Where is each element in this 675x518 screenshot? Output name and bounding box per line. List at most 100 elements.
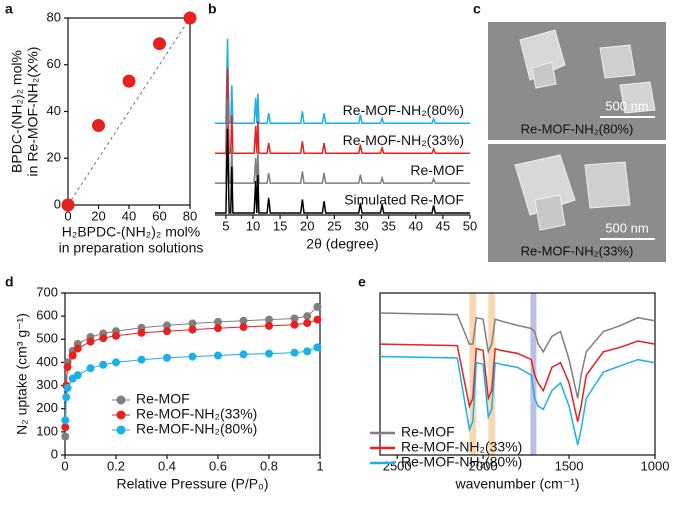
panel-label: a — [5, 1, 13, 17]
image-caption: Re-MOF-NH₂(33%) — [521, 243, 634, 258]
series-line — [215, 98, 470, 184]
highlight-band — [530, 293, 537, 455]
x-tick-label: 50 — [463, 218, 477, 233]
x-tick-label: 10 — [246, 218, 260, 233]
x-tick-label: 35 — [381, 218, 395, 233]
y-axis-label: BPDC-(NH₂)₂ mol% — [9, 50, 25, 173]
panel-label: d — [5, 274, 14, 290]
point — [112, 358, 120, 367]
x-tick-label: 0 — [64, 208, 71, 223]
legend-label: Re-MOF-NH₂(33%) — [401, 439, 522, 455]
crystal — [584, 161, 631, 209]
x-axis-label: H₂BPDC-(NH₂)₂ mol% — [62, 224, 200, 240]
point — [61, 198, 75, 212]
x-tick-label: 0.2 — [107, 458, 125, 473]
x-tick-label: 0.6 — [209, 458, 227, 473]
crystal — [599, 44, 636, 79]
x-tick-label: 45 — [436, 218, 450, 233]
point — [188, 352, 197, 361]
x-axis-label: 2θ (degree) — [306, 236, 378, 252]
y-tick-label: 500 — [36, 331, 58, 346]
highlight-band — [469, 293, 477, 455]
point — [86, 337, 95, 346]
x-tick-label: 40 — [409, 218, 423, 233]
image-caption: Re-MOF-NH₂(80%) — [521, 121, 634, 136]
legend-label: Re-MOF — [136, 391, 190, 407]
point — [73, 371, 82, 380]
series-label: Simulated Re-MOF — [344, 192, 464, 208]
point — [61, 432, 70, 441]
series-label: Re-MOF-NH₂(33%) — [343, 132, 464, 148]
point — [265, 349, 273, 358]
x-tick-label: 1500 — [555, 458, 584, 473]
y-axis-label: in Re-MOF-NH₂(X%) — [25, 47, 41, 177]
point — [73, 344, 82, 353]
legend-marker — [116, 425, 126, 435]
y-tick-label: 60 — [47, 56, 61, 71]
legend-marker — [116, 395, 126, 405]
crystal — [619, 81, 656, 114]
legend-label: Re-MOF-NH₂(80%) — [136, 421, 257, 437]
point — [68, 351, 77, 360]
crystal — [519, 29, 566, 81]
panel-label: e — [358, 274, 366, 290]
point — [163, 327, 171, 336]
series-label: Re-MOF — [410, 162, 464, 178]
point — [86, 364, 95, 373]
y-tick-label: 600 — [36, 308, 58, 323]
point — [303, 347, 312, 356]
series-label: Re-MOF-NH₂(80%) — [343, 102, 464, 118]
point — [137, 328, 146, 337]
point — [290, 348, 299, 357]
point — [303, 319, 312, 328]
point — [214, 324, 222, 333]
legend-label: Re-MOF-NH₂(33%) — [136, 406, 257, 422]
point — [99, 360, 108, 369]
crystal — [534, 194, 566, 231]
scale-label: 500 nm — [605, 98, 648, 113]
legend-marker — [116, 410, 126, 420]
plot-frame — [379, 292, 656, 456]
series-line — [215, 128, 470, 214]
y-tick-label: 400 — [36, 354, 58, 369]
x-tick-label: 5 — [222, 218, 229, 233]
point — [61, 416, 70, 425]
point — [290, 320, 299, 329]
y-tick-label: 80 — [47, 9, 61, 24]
point — [313, 302, 322, 311]
sem-image — [488, 22, 666, 140]
plot-frame — [64, 292, 321, 456]
y-tick-label: 0 — [54, 196, 61, 211]
x-tick-label: 2000 — [469, 458, 498, 473]
x-tick-label: 30 — [354, 218, 368, 233]
x-axis-label: Relative Pressure (P/P₀) — [116, 476, 268, 492]
series-line — [379, 340, 656, 422]
point — [63, 363, 72, 372]
x-tick-label: 20 — [91, 208, 105, 223]
y-tick-label: 200 — [36, 400, 58, 415]
legend-label: Re-MOF — [401, 424, 455, 440]
x-tick-label: 0 — [61, 458, 68, 473]
x-tick-label: 80 — [183, 208, 197, 223]
series-line — [215, 68, 470, 154]
point — [63, 383, 72, 392]
point — [183, 11, 197, 25]
x-tick-label: 15 — [273, 218, 287, 233]
point — [239, 350, 248, 359]
point — [188, 325, 197, 334]
point — [214, 317, 222, 326]
series-line — [379, 312, 656, 399]
point — [265, 321, 273, 330]
legend-label: Re-MOF-NH₂(80%) — [401, 454, 522, 470]
x-axis-label: wavenumber (cm⁻¹) — [454, 476, 579, 492]
point — [163, 353, 171, 362]
x-axis-label: in preparation solutions — [59, 240, 204, 256]
point — [188, 319, 197, 328]
point — [239, 316, 248, 325]
y-tick-label: 0 — [51, 446, 58, 461]
x-tick-label: 1000 — [641, 458, 670, 473]
point — [62, 393, 71, 402]
y-tick-label: 20 — [47, 150, 61, 165]
series-line — [215, 38, 470, 125]
